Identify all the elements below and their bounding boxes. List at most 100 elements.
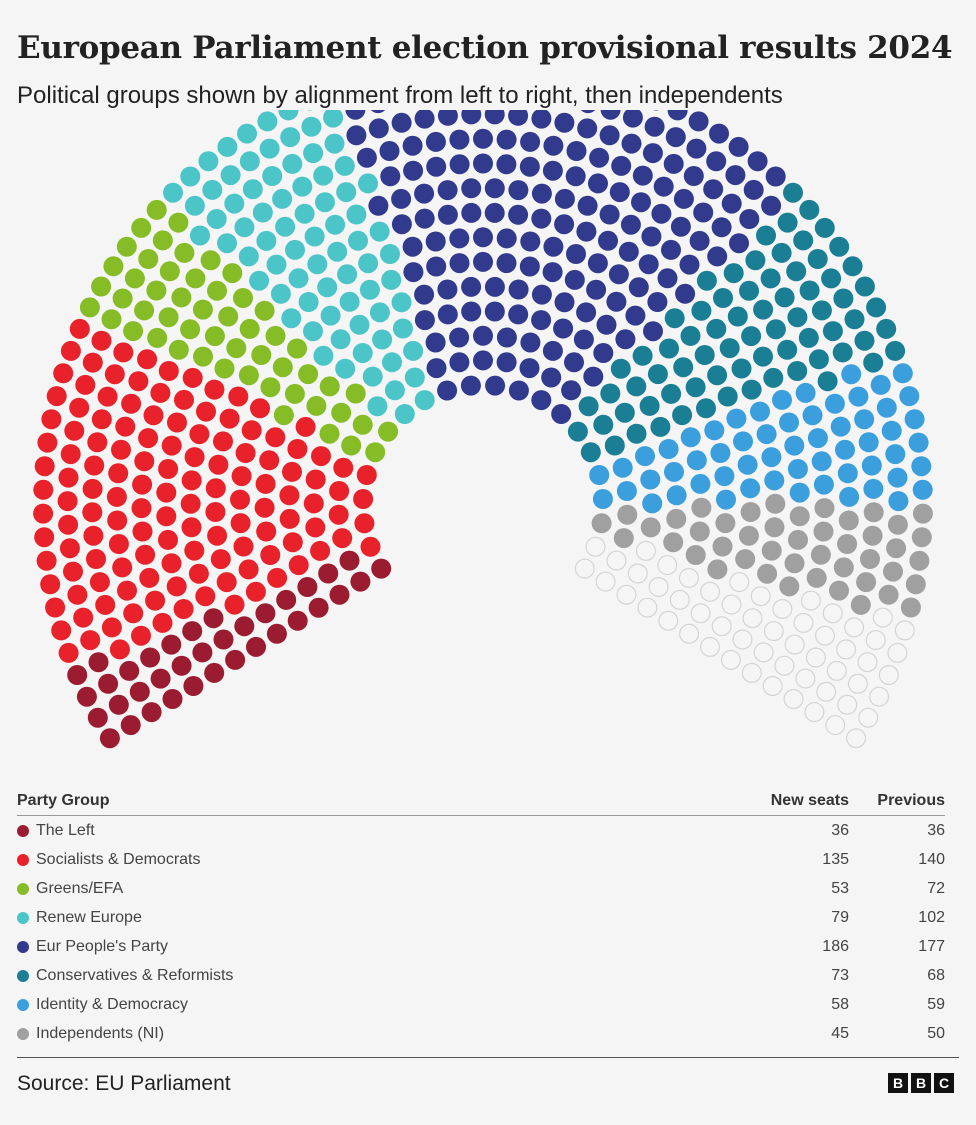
seat	[313, 165, 334, 186]
empty-seat	[772, 599, 793, 620]
seat	[143, 405, 164, 426]
seat	[740, 478, 761, 499]
seat	[69, 318, 90, 339]
seat	[757, 563, 778, 584]
seat	[356, 147, 377, 168]
logo-letter: C	[934, 1073, 954, 1093]
seat	[787, 361, 808, 381]
empty-seat	[699, 636, 720, 657]
seat	[542, 160, 563, 181]
empty-seat	[679, 623, 700, 644]
seat	[36, 550, 57, 571]
table-row: Eur People's Party 186 177	[17, 932, 945, 961]
seat	[696, 270, 717, 291]
seat	[292, 176, 313, 197]
party-name-cell: Identity & Democracy	[17, 996, 745, 1014]
seat	[403, 160, 424, 181]
seat	[707, 246, 728, 267]
seat	[348, 230, 368, 251]
seat	[288, 555, 309, 576]
seat	[131, 625, 151, 646]
seat	[741, 326, 762, 347]
seat	[449, 228, 470, 249]
seat	[349, 314, 370, 335]
seat	[899, 386, 920, 407]
seat	[651, 203, 672, 224]
seat	[331, 402, 352, 423]
seat	[171, 287, 192, 308]
seat	[881, 420, 902, 441]
seat	[473, 128, 493, 149]
empty-seat	[729, 572, 750, 593]
seat	[484, 178, 505, 199]
seat	[610, 358, 631, 379]
seat	[887, 467, 908, 488]
empty-seat	[844, 617, 865, 638]
seat	[202, 179, 223, 200]
party-name: Identity & Democracy	[36, 995, 189, 1013]
seat	[91, 276, 112, 297]
seat	[756, 225, 776, 246]
seat	[844, 309, 865, 330]
seat	[237, 123, 257, 144]
seat	[814, 498, 835, 519]
seat	[107, 510, 128, 531]
seat	[360, 536, 381, 557]
empty-seat	[616, 584, 637, 605]
party-name-cell: Renew Europe	[17, 909, 745, 927]
seat	[108, 534, 129, 554]
col-previous-header: Previous	[877, 792, 945, 809]
empty-seat	[678, 567, 699, 588]
seat	[332, 528, 353, 549]
seat	[129, 681, 150, 702]
party-name-cell: Greens/EFA	[17, 880, 745, 898]
seat	[837, 463, 858, 484]
seat	[622, 110, 643, 128]
seat	[658, 439, 679, 459]
seat	[359, 279, 380, 300]
seat	[817, 371, 838, 392]
seat	[265, 325, 286, 346]
seat	[167, 412, 187, 433]
seat	[591, 513, 612, 534]
seat	[573, 329, 594, 350]
seat	[181, 470, 202, 491]
seat	[80, 630, 101, 651]
seat	[158, 307, 179, 328]
seat	[235, 443, 256, 463]
seat	[777, 212, 798, 233]
seat	[33, 479, 54, 500]
seat	[756, 424, 777, 445]
seat	[233, 536, 254, 557]
seat	[883, 561, 903, 582]
seat	[112, 288, 133, 309]
seat	[576, 302, 597, 323]
seat	[663, 153, 684, 174]
new-seats-cell: 186	[822, 937, 849, 955]
seat	[703, 179, 724, 200]
seat	[842, 256, 863, 277]
seat	[124, 268, 145, 289]
seat	[161, 435, 182, 456]
seat	[737, 454, 758, 475]
seat	[519, 156, 540, 177]
empty-seat	[774, 655, 795, 676]
seat	[793, 230, 814, 251]
seat	[716, 489, 736, 510]
seat	[159, 261, 180, 282]
seat	[566, 141, 587, 161]
seat	[358, 253, 379, 274]
seat	[554, 188, 575, 209]
seat	[888, 491, 909, 512]
seat	[281, 308, 302, 329]
seat	[138, 249, 159, 269]
seat	[870, 374, 891, 395]
seat	[205, 502, 226, 522]
seat	[587, 253, 608, 274]
new-seats-cell: 45	[831, 1024, 849, 1042]
seat	[391, 292, 412, 313]
seat	[91, 409, 112, 430]
empty-seat	[847, 673, 868, 694]
empty-seat	[800, 590, 821, 611]
seat	[369, 221, 390, 242]
